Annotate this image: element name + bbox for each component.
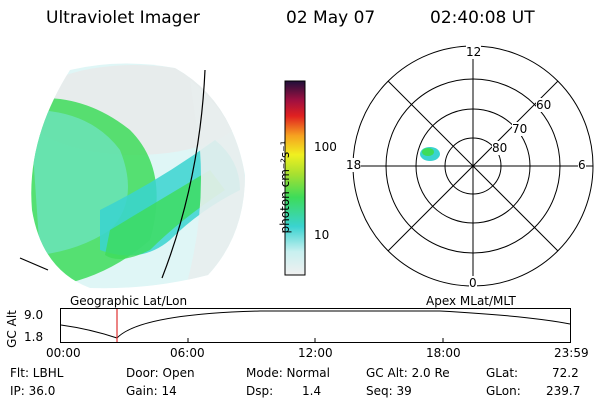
- aurora-patch: [420, 147, 440, 161]
- colorbar-tick-10: 10: [314, 228, 330, 242]
- track-ytick-max: 9.0: [24, 308, 44, 322]
- geographic-image: [19, 63, 246, 289]
- gc-alt-info: GC Alt: 2.0 Re: [366, 366, 450, 380]
- polar-diagonal-2: [387, 80, 559, 252]
- mlt-label-12: 12: [466, 45, 482, 59]
- scale-tick: [19, 257, 49, 271]
- lat-label-70: 70: [512, 122, 528, 136]
- mode-info: Mode: Normal: [246, 366, 330, 380]
- track-left-caption: Geographic Lat/Lon: [70, 294, 188, 308]
- mlt-label-6: 6: [578, 158, 586, 172]
- observation-date: 02 May 07: [286, 8, 376, 28]
- track-xtick-1200: 12:00: [298, 346, 333, 360]
- track-ytick-min: 1.8: [24, 330, 44, 344]
- dsp-label: Dsp:: [246, 384, 274, 398]
- glat-label: GLat:: [486, 366, 519, 380]
- track-frame: [60, 308, 571, 343]
- seq-info: Seq: 39: [366, 384, 412, 398]
- glon-value: 239.7: [546, 384, 581, 398]
- track-right-caption: Apex MLat/MLT: [426, 294, 516, 308]
- colorbar-tick-100: 100: [314, 140, 337, 154]
- track-xtick-2359: 23:59: [554, 346, 589, 360]
- gain-info: Gain: 14: [126, 384, 177, 398]
- track-xtick-0600: 06:00: [170, 346, 205, 360]
- track-axis-label: GC Alt: [5, 310, 19, 348]
- ip-info: IP: 36.0: [10, 384, 56, 398]
- dsp-value: 1.4: [302, 384, 322, 398]
- terminator-line: [161, 69, 206, 279]
- orbit-altitude-track: [60, 308, 571, 343]
- altitude-curve: [60, 310, 571, 339]
- mlt-label-18: 18: [346, 158, 362, 172]
- observation-time: 02:40:08 UT: [430, 8, 535, 28]
- instrument-title: Ultraviolet Imager: [46, 8, 200, 28]
- track-xtick-1800: 18:00: [426, 346, 461, 360]
- track-xtick-0000: 00:00: [46, 346, 81, 360]
- colorbar-unit-label: photon cm⁻²s⁻¹: [278, 140, 292, 234]
- polar-plot: [352, 45, 594, 287]
- door-info: Door: Open: [126, 366, 195, 380]
- filter-info: Flt: LBHL: [10, 366, 64, 380]
- mlt-label-0: 0: [469, 276, 477, 290]
- lat-label-80: 80: [492, 141, 508, 155]
- lat-label-60: 60: [536, 98, 552, 112]
- glon-label: GLon:: [486, 384, 521, 398]
- glat-value: 72.2: [552, 366, 579, 380]
- colorbar: [284, 80, 306, 276]
